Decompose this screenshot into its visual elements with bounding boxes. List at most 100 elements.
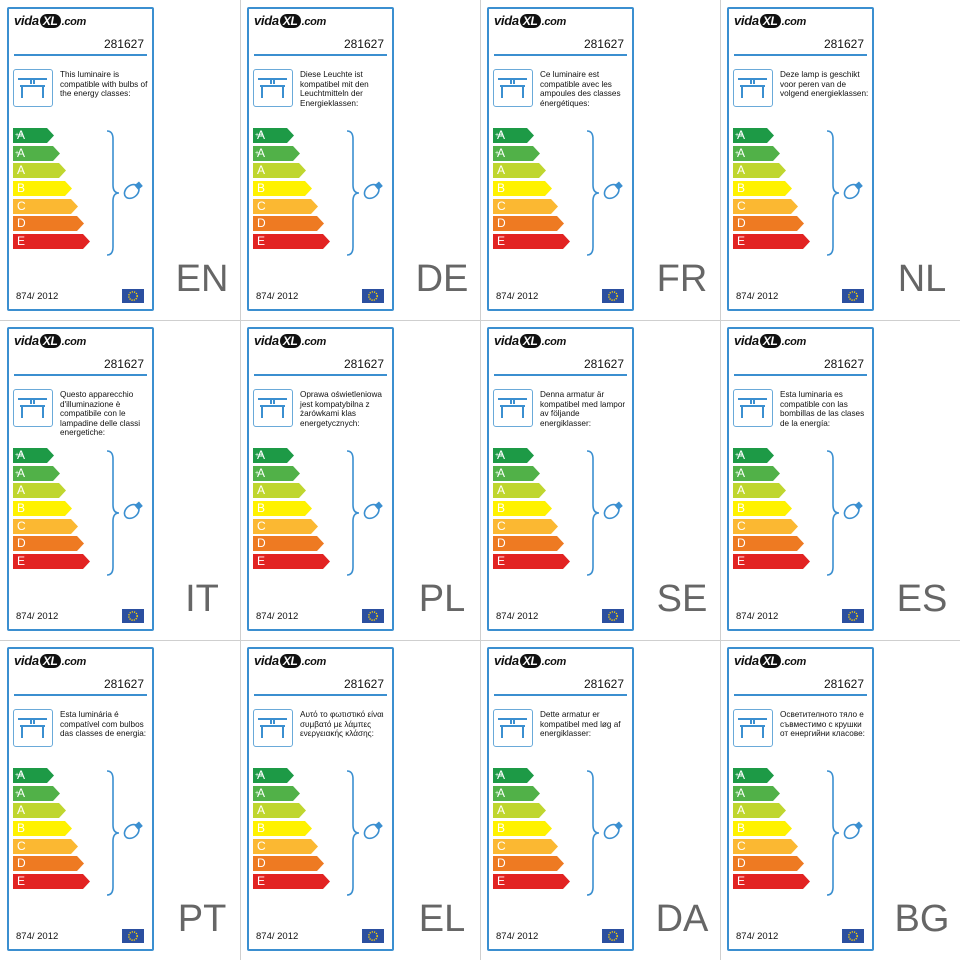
energy-class-arrow: A ++ bbox=[253, 128, 331, 143]
eu-flag-icon bbox=[842, 289, 864, 303]
bulb-icon bbox=[346, 130, 383, 256]
bulb-icon bbox=[106, 130, 143, 256]
product-sku: 281627 bbox=[103, 37, 144, 51]
product-sku: 281627 bbox=[343, 37, 384, 51]
energy-label-card: vida XL .com 281627 This luminaire is comp… bbox=[7, 7, 154, 311]
energy-class-letter: A + bbox=[735, 465, 746, 480]
energy-class-arrow: A + bbox=[13, 145, 91, 161]
compatibility-text: Diese Leuchte ist kompatibel mit den Leu… bbox=[300, 70, 369, 108]
energy-class-scale: A ++ A + A B C D E bbox=[13, 448, 91, 572]
eu-flag-icon bbox=[122, 289, 144, 303]
energy-class-arrow: C bbox=[493, 838, 571, 854]
energy-class-arrow: C bbox=[253, 838, 331, 854]
brand-name: vida bbox=[254, 333, 279, 348]
energy-class-arrow: A + bbox=[733, 465, 811, 481]
divider-rule bbox=[494, 54, 627, 56]
energy-class-arrow: B bbox=[733, 501, 811, 517]
energy-label-card: vida XL .com 281627 Осветителното тяло е с… bbox=[727, 647, 874, 951]
energy-class-arrow: D bbox=[733, 536, 811, 552]
energy-class-arrow: A bbox=[13, 163, 91, 179]
energy-class-letter: A + bbox=[15, 145, 26, 160]
brand-logo: vida XL .com bbox=[254, 653, 326, 668]
energy-class-letter: A ++ bbox=[15, 448, 26, 462]
product-sku: 281627 bbox=[103, 677, 144, 691]
energy-class-letter: A + bbox=[15, 785, 26, 800]
energy-class-letter: A + bbox=[255, 785, 266, 800]
energy-class-arrow: D bbox=[13, 856, 91, 872]
energy-class-arrow: E bbox=[733, 554, 811, 570]
energy-class-arrow: B bbox=[253, 181, 331, 197]
energy-class-letter: A + bbox=[255, 145, 266, 160]
energy-class-arrow: A bbox=[493, 483, 571, 499]
energy-class-scale: A ++ A + A B C D E bbox=[733, 128, 811, 252]
brand-logo: vida XL .com bbox=[14, 13, 86, 28]
language-code: EL bbox=[418, 898, 466, 940]
energy-class-scale: A ++ A + A B C D E bbox=[493, 128, 571, 252]
brand-xl: XL bbox=[759, 334, 781, 348]
energy-class-arrow: A ++ bbox=[493, 448, 571, 463]
energy-class-arrow: D bbox=[13, 216, 91, 232]
energy-label-card: vida XL .com 281627 Esta luminaria es comp… bbox=[727, 327, 874, 631]
energy-class-arrow: A + bbox=[13, 465, 91, 481]
divider-rule bbox=[254, 694, 387, 696]
eu-flag-icon bbox=[122, 609, 144, 623]
bulb-icon bbox=[826, 130, 863, 256]
energy-class-letter: A ++ bbox=[495, 768, 506, 782]
brand-name: vida bbox=[254, 653, 279, 668]
bulb-icon bbox=[346, 770, 383, 896]
energy-class-arrow: E bbox=[493, 874, 571, 890]
energy-class-letter: A + bbox=[735, 785, 746, 800]
energy-class-arrow: A bbox=[253, 163, 331, 179]
ceiling-luminaire-icon bbox=[493, 69, 533, 107]
regulation-number: 874/ 2012 bbox=[256, 611, 299, 622]
energy-class-arrow: A bbox=[253, 483, 331, 499]
energy-class-arrow: C bbox=[733, 518, 811, 534]
energy-class-arrow: B bbox=[493, 181, 571, 197]
energy-class-arrow: C bbox=[253, 198, 331, 214]
bulb-icon bbox=[106, 770, 143, 896]
product-sku: 281627 bbox=[823, 357, 864, 371]
energy-class-arrow: C bbox=[733, 198, 811, 214]
eu-flag-icon bbox=[602, 289, 624, 303]
energy-class-arrow: A bbox=[253, 803, 331, 819]
ceiling-luminaire-icon bbox=[493, 389, 533, 427]
energy-class-letter: A ++ bbox=[735, 448, 746, 462]
energy-class-arrow: D bbox=[493, 536, 571, 552]
eu-flag-icon bbox=[842, 929, 864, 943]
brand-domain: .com bbox=[301, 336, 327, 348]
language-code: DA bbox=[655, 898, 709, 940]
divider-rule bbox=[14, 374, 147, 376]
energy-class-arrow: E bbox=[253, 874, 331, 890]
energy-class-arrow: A bbox=[733, 483, 811, 499]
energy-label-card: vida XL .com 281627 Oprawa oświetleniowa j… bbox=[247, 327, 394, 631]
brand-name: vida bbox=[494, 653, 519, 668]
product-sku: 281627 bbox=[823, 677, 864, 691]
energy-label-card: vida XL .com 281627 Esta luminária é compa… bbox=[7, 647, 154, 951]
energy-class-scale: A ++ A + A B C D E bbox=[13, 768, 91, 892]
eu-flag-icon bbox=[362, 929, 384, 943]
energy-class-arrow: A + bbox=[253, 785, 331, 801]
energy-class-arrow: C bbox=[13, 838, 91, 854]
energy-class-arrow: A bbox=[13, 483, 91, 499]
brand-xl: XL bbox=[519, 334, 541, 348]
energy-label-card: vida XL .com 281627 Diese Leuchte ist komp… bbox=[247, 7, 394, 311]
grid-divider bbox=[480, 0, 481, 960]
bulb-icon bbox=[586, 130, 623, 256]
energy-class-arrow: A ++ bbox=[13, 768, 91, 783]
energy-class-letter: A ++ bbox=[255, 448, 266, 462]
brand-domain: .com bbox=[301, 16, 327, 28]
regulation-number: 874/ 2012 bbox=[496, 931, 539, 942]
energy-class-scale: A ++ A + A B C D E bbox=[253, 128, 331, 252]
energy-class-arrow: E bbox=[733, 874, 811, 890]
bulb-icon bbox=[106, 450, 143, 576]
energy-class-arrow: A bbox=[733, 163, 811, 179]
energy-class-scale: A ++ A + A B C D E bbox=[733, 768, 811, 892]
brand-name: vida bbox=[14, 653, 39, 668]
energy-class-letter: A + bbox=[735, 145, 746, 160]
language-code: SE bbox=[656, 578, 708, 620]
language-code: ES bbox=[896, 578, 948, 620]
energy-class-arrow: A + bbox=[493, 465, 571, 481]
energy-class-letter: A + bbox=[495, 145, 506, 160]
energy-class-arrow: A ++ bbox=[253, 768, 331, 783]
